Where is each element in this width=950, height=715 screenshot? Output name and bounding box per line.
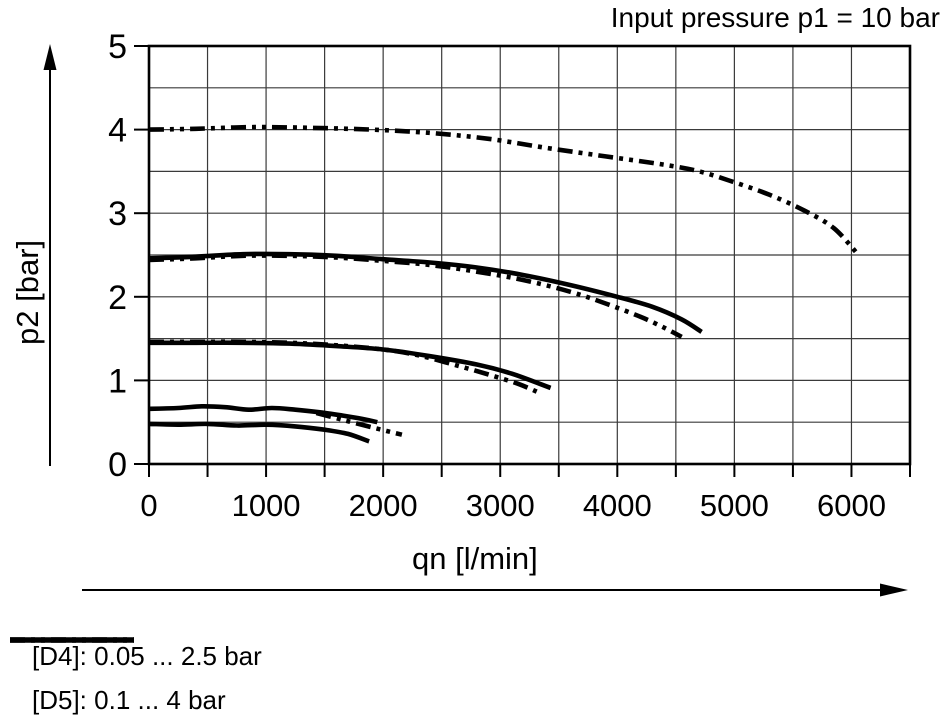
y-tick-label: 0 — [108, 446, 127, 484]
x-axis-label: qn [l/min] — [412, 541, 538, 576]
x-tick-label: 1000 — [232, 488, 301, 523]
y-tick-label: 3 — [108, 195, 127, 233]
legend: [D4]: 0.05 ... 2.5 bar [D5]: 0.1 ... 4 b… — [8, 634, 262, 715]
y-tick-label: 2 — [108, 279, 127, 317]
x-axis-arrowhead-icon — [880, 583, 908, 597]
legend-label-d4: [D4]: 0.05 ... 2.5 bar — [32, 640, 262, 671]
legend-item-d5: [D5]: 0.1 ... 4 bar — [8, 637, 262, 715]
y-tick-label: 4 — [108, 112, 127, 150]
curve-D4-0.65bar — [148, 403, 378, 425]
curve-D5-low — [315, 410, 403, 437]
dash-dot-dot-line-sample-icon — [10, 637, 134, 643]
chart-title: Input pressure p1 = 10 bar — [610, 2, 940, 33]
curve-D5-4bar — [148, 124, 861, 257]
curve-D5-1.5bar — [149, 339, 539, 395]
plot-border — [147, 44, 912, 466]
x-tick-label: 3000 — [466, 488, 535, 523]
y-axis-label: p2 [bar] — [10, 239, 45, 345]
x-tick-label: 0 — [140, 488, 157, 523]
x-tick-label: 6000 — [817, 488, 886, 523]
curve-D4-0.5bar — [148, 421, 370, 444]
curve-D5-2.5bar — [148, 253, 683, 339]
y-tick-label: 5 — [108, 28, 127, 66]
legend-label-d5: [D5]: 0.1 ... 4 bar — [32, 684, 226, 715]
y-axis-arrowhead-icon — [43, 44, 57, 70]
curve-D4-2.5bar — [148, 251, 703, 334]
y-tick-label: 1 — [108, 362, 127, 400]
x-tick-label: 5000 — [700, 488, 769, 523]
x-tick-label: 4000 — [583, 488, 652, 523]
curve-D4-1.5bar — [148, 340, 552, 391]
x-tick-label: 2000 — [349, 488, 418, 523]
